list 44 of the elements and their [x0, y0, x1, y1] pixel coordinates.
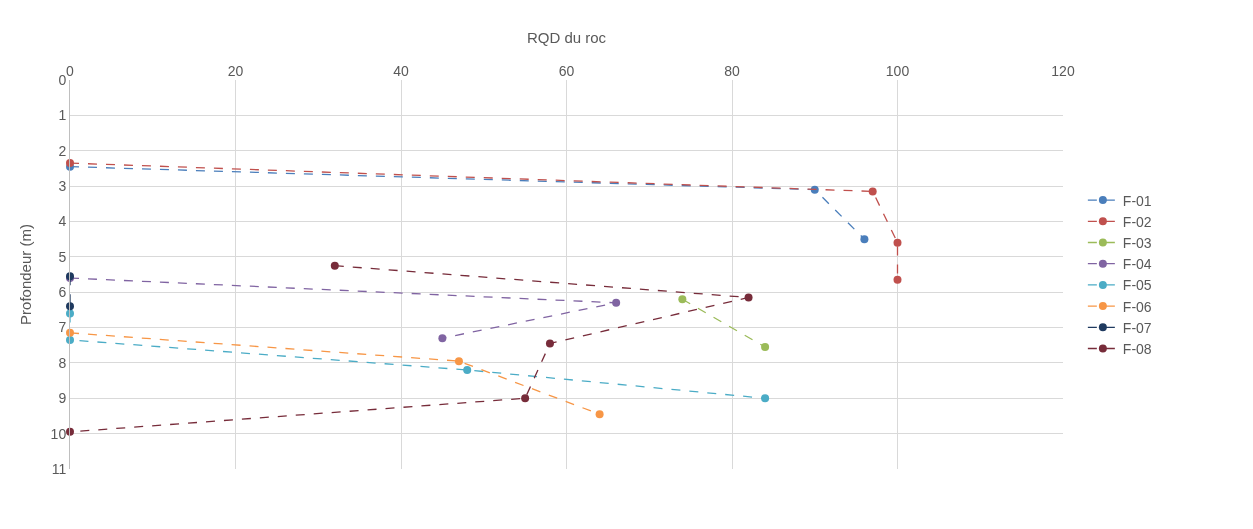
x-tick-label: 40: [393, 63, 409, 80]
y-tick-label: 10: [50, 425, 67, 442]
y-tick-label: 7: [58, 319, 67, 336]
point: [893, 238, 902, 247]
point: [744, 293, 753, 302]
point: [761, 343, 770, 351]
legend-label: F-06: [1122, 298, 1152, 315]
legend-label: F-05: [1122, 277, 1152, 294]
y-tick-label: 6: [58, 284, 67, 301]
point: [595, 410, 604, 419]
y-tick-label: 3: [58, 177, 67, 194]
point: [454, 357, 463, 366]
y-tick-label: 1: [58, 107, 67, 124]
y-tick-label: 5: [58, 248, 67, 265]
legend-label: F-07: [1122, 319, 1152, 336]
y-axis-title: Profondeur (m): [16, 224, 34, 325]
x-tick-label: 100: [885, 63, 910, 80]
point: [521, 394, 530, 403]
x-tick-label: 60: [558, 63, 575, 80]
point: [761, 394, 770, 403]
point: [66, 309, 74, 318]
y-tick-label: 11: [51, 460, 67, 477]
point: [868, 187, 877, 196]
x-tick-label: 120: [1051, 63, 1075, 80]
legend-label: F-02: [1122, 213, 1152, 230]
y-tick-label: 4: [58, 213, 67, 230]
point: [463, 365, 472, 374]
point: [330, 261, 339, 270]
y-tick-label: 9: [58, 390, 67, 407]
point: [545, 339, 554, 348]
y-tick-label: 2: [58, 142, 67, 159]
legend-label: F-08: [1122, 340, 1152, 357]
point: [438, 334, 447, 343]
x-tick-label: 20: [227, 63, 244, 80]
point: [893, 275, 902, 284]
legend-label: F-03: [1122, 234, 1152, 251]
x-tick-label: 80: [724, 63, 740, 80]
x-axis-title: RQD du roc: [526, 29, 607, 47]
y-tick-label: 8: [58, 354, 67, 371]
point: [612, 298, 621, 307]
point: [860, 235, 869, 244]
point: [678, 295, 687, 304]
legend-label: F-04: [1122, 256, 1152, 273]
legend-label: F-01: [1122, 192, 1152, 209]
